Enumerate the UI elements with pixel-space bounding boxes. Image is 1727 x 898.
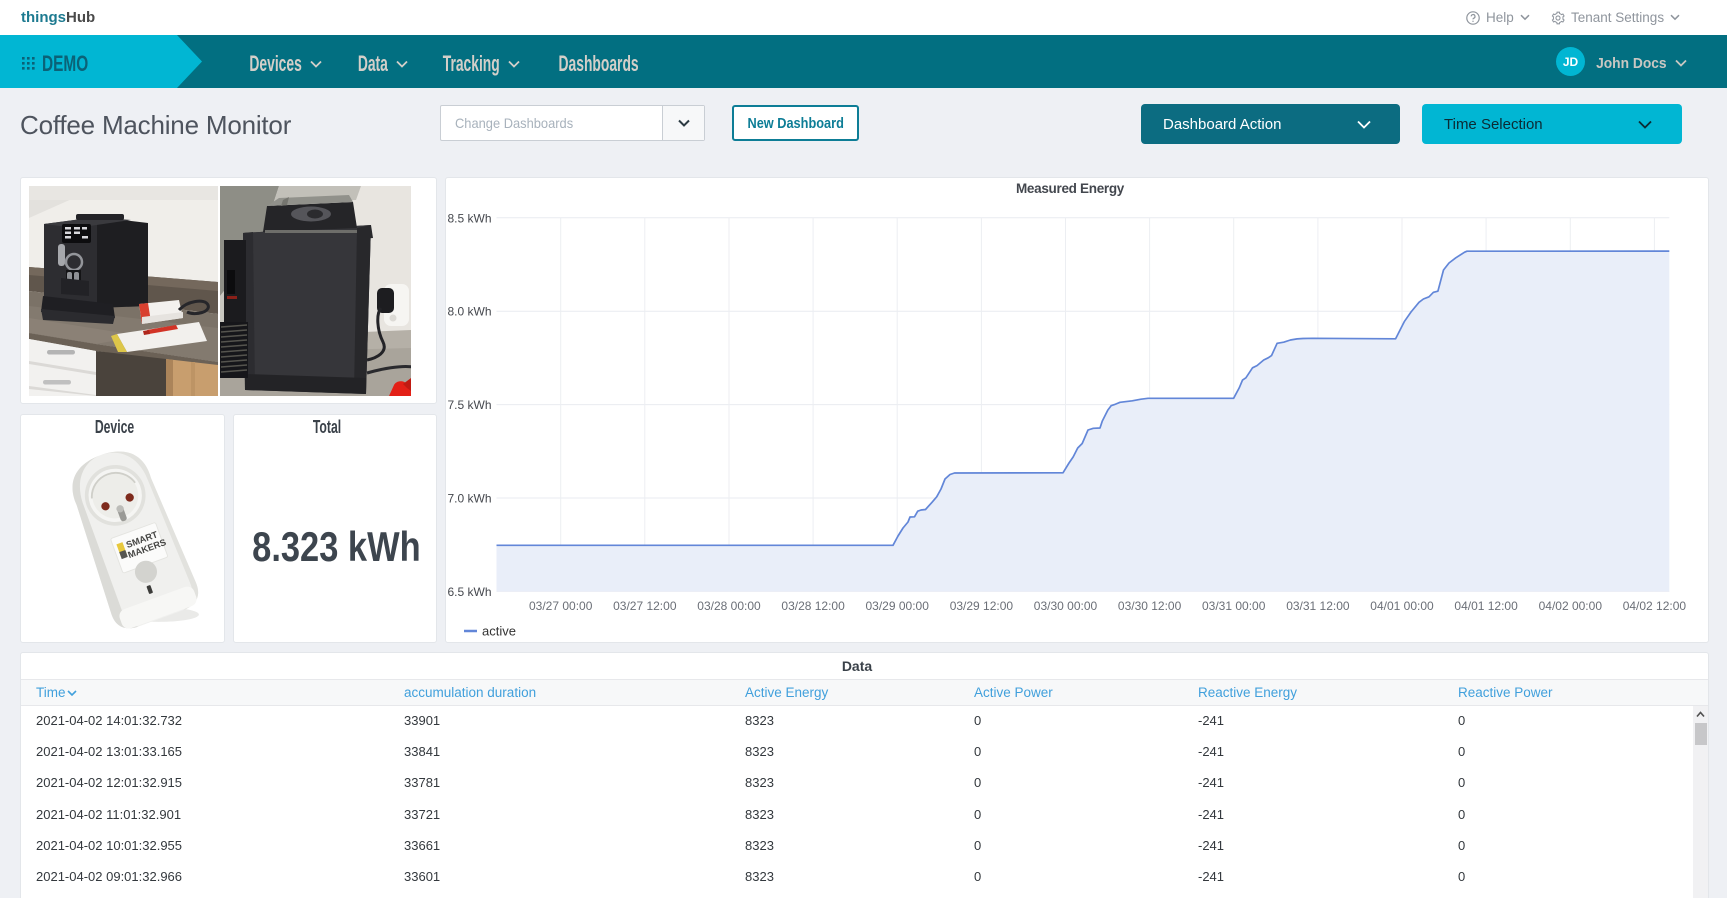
svg-text:Measured Energy: Measured Energy (1016, 181, 1125, 196)
svg-text:03/28 12:00: 03/28 12:00 (781, 599, 845, 613)
svg-text:04/02 12:00: 04/02 12:00 (1623, 599, 1687, 613)
svg-text:03/29 12:00: 03/29 12:00 (950, 599, 1014, 613)
svg-text:7.0 kWh: 7.0 kWh (447, 492, 491, 506)
svg-text:03/31 00:00: 03/31 00:00 (1202, 599, 1266, 613)
svg-text:04/01 12:00: 04/01 12:00 (1454, 599, 1518, 613)
svg-text:03/31 12:00: 03/31 12:00 (1286, 599, 1350, 613)
svg-text:04/02 00:00: 04/02 00:00 (1539, 599, 1603, 613)
svg-text:03/28 00:00: 03/28 00:00 (697, 599, 761, 613)
svg-text:03/27 00:00: 03/27 00:00 (529, 599, 593, 613)
svg-text:6.5 kWh: 6.5 kWh (447, 585, 491, 599)
svg-text:active: active (482, 624, 516, 639)
svg-text:7.5 kWh: 7.5 kWh (447, 398, 491, 412)
svg-text:03/27 12:00: 03/27 12:00 (613, 599, 677, 613)
svg-text:8.0 kWh: 8.0 kWh (447, 305, 491, 319)
svg-text:03/30 12:00: 03/30 12:00 (1118, 599, 1182, 613)
svg-text:03/30 00:00: 03/30 00:00 (1034, 599, 1098, 613)
svg-text:03/29 00:00: 03/29 00:00 (865, 599, 929, 613)
svg-text:8.5 kWh: 8.5 kWh (447, 211, 491, 225)
svg-text:04/01 00:00: 04/01 00:00 (1370, 599, 1434, 613)
